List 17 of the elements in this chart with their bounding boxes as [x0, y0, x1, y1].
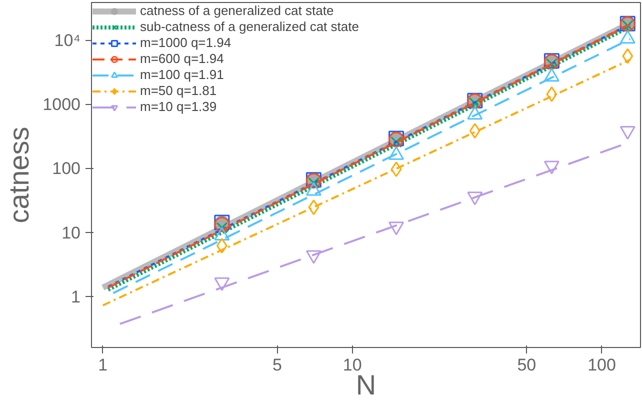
y-tick-label: 10 — [62, 223, 81, 242]
y-tick-label: 10⁴ — [54, 30, 81, 50]
x-tick-label: 50 — [517, 356, 536, 374]
y-axis-title: catness — [4, 126, 35, 224]
legend-label: m=600 q=1.94 — [140, 51, 224, 66]
legend-label: m=100 q=1.91 — [140, 67, 224, 82]
y-tick-label: 100 — [52, 159, 81, 178]
legend-label: catness of a generalized cat state — [140, 3, 334, 18]
legend-label: m=50 q=1.81 — [140, 83, 217, 98]
x-tick-label: 1 — [98, 356, 108, 374]
x-tick-label: 5 — [272, 356, 282, 374]
legend-label: m=1000 q=1.94 — [140, 35, 232, 50]
y-tick-label: 1 — [71, 287, 81, 306]
legend-label: sub-catness of a generalized cat state — [140, 19, 359, 34]
legend-label: m=10 q=1.39 — [140, 99, 217, 114]
y-tick-label: 1000 — [42, 95, 81, 114]
x-tick-label: 100 — [588, 356, 616, 374]
